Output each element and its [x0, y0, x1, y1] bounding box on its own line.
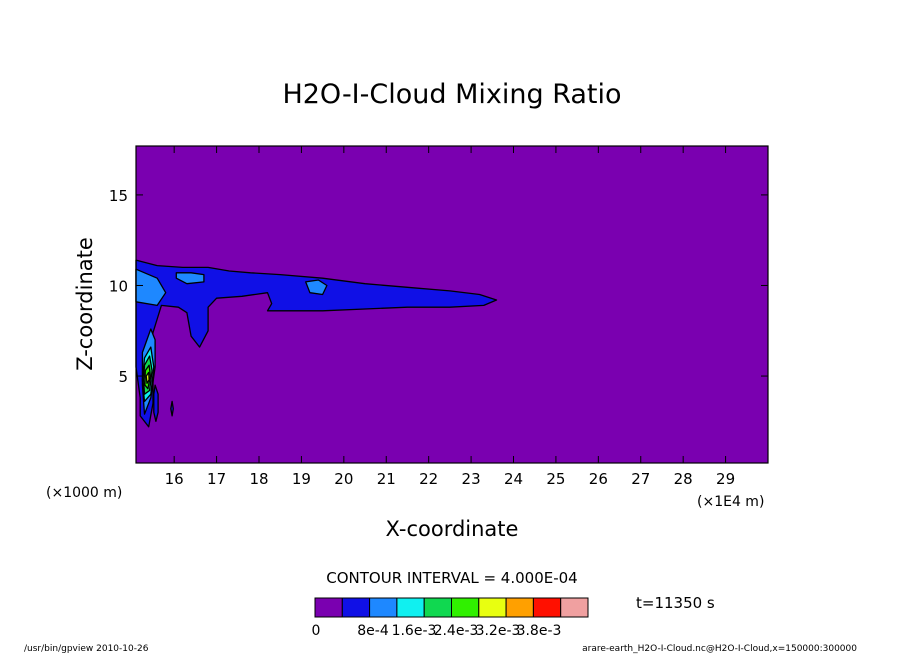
x-tick-label: 28	[674, 470, 693, 488]
colorbar-swatch	[369, 597, 398, 618]
x-unit-right: (×1E4 m)	[697, 494, 764, 510]
x-tick-label: 29	[716, 470, 735, 488]
footer-left: /usr/bin/gpview 2010-10-26	[24, 644, 149, 654]
colorbar-swatch	[532, 597, 562, 618]
colorbar-levels: 0 8e-4 1.6e-32.4e-33.2e-33.8e-3	[312, 623, 562, 639]
x-tick-label: 23	[462, 470, 481, 488]
y-tick-label: 15	[109, 187, 128, 205]
colorbar-level-label: 0	[312, 623, 321, 639]
colorbar-level-label: 8e-4	[357, 623, 389, 639]
footer-right: arare-earth_H2O-I-Cloud.nc@H2O-I-Cloud,x…	[582, 644, 857, 654]
x-axis-label: X-coordinate	[386, 517, 519, 541]
x-tick-label: 24	[504, 470, 523, 488]
colorbar-swatch	[314, 597, 343, 618]
x-tick-label: 18	[249, 470, 268, 488]
x-tick-label: 21	[377, 470, 396, 488]
contour-interval: CONTOUR INTERVAL = 4.000E-04	[326, 569, 577, 587]
colorbar-level-label: 2.4e-3	[434, 623, 479, 639]
contour-col-streak-b	[170, 400, 174, 417]
y-tick-label: 5	[118, 368, 128, 386]
colorbar-level-label: 3.8e-3	[517, 623, 562, 639]
x-tick-label: 19	[292, 470, 311, 488]
contour-inner-patch-a	[175, 272, 205, 285]
contour-core-4	[145, 371, 150, 384]
x-tick-label: 22	[419, 470, 438, 488]
x-tick-label: 27	[631, 470, 650, 488]
time-label: t=11350 s	[636, 594, 715, 612]
x-tick-label: 17	[207, 470, 226, 488]
x-tick-label: 26	[589, 470, 608, 488]
contour-inner-patch-b	[305, 279, 328, 296]
colorbar-swatch	[560, 597, 589, 618]
colorbar-swatch	[341, 597, 371, 618]
plot-frame	[135, 145, 769, 464]
colorbar-level-label: 3.2e-3	[476, 623, 521, 639]
x-tick-label: 20	[334, 470, 353, 488]
contour-col-streak-a	[153, 384, 159, 422]
colorbar-swatch	[505, 597, 534, 618]
colorbar-swatch	[478, 597, 507, 618]
chart-title: H2O-I-Cloud Mixing Ratio	[282, 79, 621, 110]
colorbar	[314, 597, 589, 618]
y-axis-ticks: 5 10 15	[109, 187, 768, 386]
colorbar-swatch	[451, 597, 480, 618]
colorbar-level-label: 1.6e-3	[392, 623, 437, 639]
y-axis-label: Z-coordinate	[73, 237, 97, 371]
y-tick-label: 10	[109, 277, 128, 295]
colorbar-swatch	[423, 597, 453, 618]
colorbar-swatch	[396, 597, 425, 618]
x-tick-label: 25	[546, 470, 565, 488]
x-axis-ticks: 16 17 18 19 20 21 22 23 24 25 26 27 28 29	[165, 146, 735, 488]
x-tick-label: 16	[165, 470, 184, 488]
x-unit-left: (×1000 m)	[46, 485, 122, 501]
